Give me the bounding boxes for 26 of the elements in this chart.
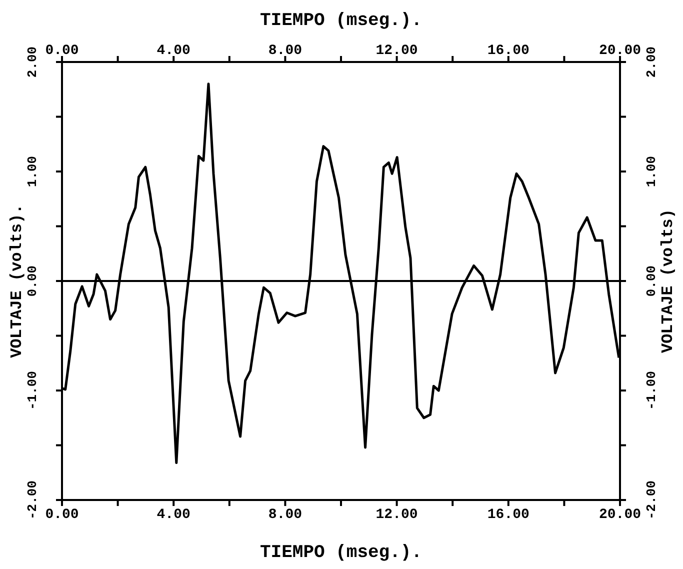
x2-tick-label: 16.00	[487, 506, 530, 523]
x2-axis-title: TIEMPO (mseg.).	[260, 10, 422, 31]
x2-tick-label: 8.00	[268, 506, 302, 523]
y-tick-label: 0.00	[25, 265, 40, 297]
y-tick-label: 1.00	[25, 156, 40, 188]
x2-tick-label: 0.00	[45, 506, 79, 523]
y2-tick-label: 1.00	[644, 156, 659, 188]
y2-tick-label: 0.00	[644, 265, 659, 297]
x-tick-label: 16.00	[487, 43, 530, 59]
y2-axis-title: VOLTAJE (volts)	[659, 208, 677, 354]
y-axis-title: VOLTAJE (volts).	[8, 204, 26, 358]
x2-tick-label: 20.00	[598, 506, 642, 523]
x-tick-label: 4.00	[156, 43, 190, 59]
x2-tick-label: 12.00	[376, 506, 418, 523]
y-tick-label: 2.00	[25, 46, 40, 78]
x2-tick-label: 4.00	[156, 506, 190, 523]
y-tick-label: -1.00	[25, 370, 40, 410]
x-axis-title: TIEMPO (mseg.).	[260, 543, 422, 563]
y2-tick-label: 2.00	[644, 46, 659, 78]
y-tick-label: -2.00	[25, 480, 40, 520]
x-tick-label: 20.00	[598, 43, 642, 59]
x-tick-label: 12.00	[376, 43, 418, 59]
y2-tick-label: -1.00	[644, 370, 659, 410]
y2-tick-label: -2.00	[644, 480, 659, 520]
x-tick-label: 8.00	[268, 43, 302, 59]
x-tick-label: 0.00	[45, 43, 79, 59]
